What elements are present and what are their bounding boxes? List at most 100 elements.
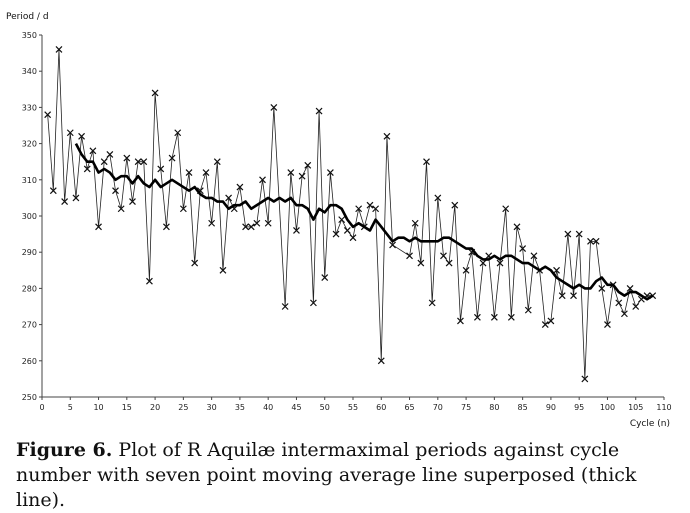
data-point-marker	[281, 303, 289, 310]
data-point-marker	[355, 205, 363, 213]
data-point-marker	[428, 299, 436, 307]
data-point-marker	[66, 129, 74, 137]
data-point-marker	[581, 375, 589, 383]
y-tick-labels: 250 260 270 280 290 300 310 320 330 340 350	[22, 31, 42, 402]
y-tick-label: 330	[22, 103, 37, 112]
figure-caption: Figure 6. Plot of R Aquilæ intermaximal …	[16, 438, 686, 513]
data-point-marker	[604, 321, 611, 329]
x-tick-label: 85	[518, 403, 528, 412]
data-point-marker	[213, 158, 221, 166]
data-point-marker	[95, 223, 102, 231]
x-tick-label: 0	[39, 403, 44, 412]
data-point-marker	[106, 151, 114, 158]
data-point-marker	[564, 230, 572, 238]
data-point-marker	[457, 317, 464, 325]
data-point-marker	[89, 147, 97, 155]
data-point-marker	[575, 230, 583, 238]
data-point-marker	[626, 284, 634, 292]
data-point-marker	[259, 176, 266, 184]
x-tick-label: 100	[600, 403, 615, 412]
x-tick-label: 75	[461, 403, 471, 412]
x-tick-label: 25	[178, 403, 188, 412]
data-point-marker	[541, 321, 549, 329]
data-point-marker	[632, 303, 640, 310]
x-tick-label: 20	[150, 403, 160, 412]
data-point-marker	[242, 223, 249, 231]
data-point-marker	[530, 252, 538, 260]
data-point-marker	[202, 169, 210, 176]
data-point-marker	[383, 132, 391, 140]
x-tick-label: 40	[263, 403, 273, 412]
figure-label: Figure 6.	[16, 439, 113, 461]
data-point-marker	[315, 107, 323, 115]
chart-plot: 250 260 270 280 290 300 310 320 330 340 350 0 5 10 15…	[6, 12, 672, 429]
data-point-marker	[338, 216, 346, 224]
y-tick-label: 340	[22, 67, 37, 76]
data-point-marker	[343, 227, 351, 234]
data-point-marker	[440, 252, 447, 260]
x-tick-label: 90	[546, 403, 556, 412]
y-axis-title: Period / d	[6, 12, 49, 22]
data-point-marker	[100, 158, 108, 166]
data-point-marker	[225, 194, 233, 202]
y-tick-label: 270	[22, 321, 37, 330]
x-tick-label: 45	[291, 403, 301, 412]
data-point-marker	[151, 89, 159, 97]
data-point-marker	[558, 292, 566, 300]
x-tick-label: 5	[68, 403, 73, 412]
data-point-marker	[349, 234, 357, 242]
data-point-marker	[168, 154, 176, 162]
data-point-marker	[547, 317, 555, 325]
data-point-marker	[179, 205, 187, 213]
data-point-marker	[479, 259, 487, 267]
data-point-marker	[304, 161, 312, 169]
x-tick-label: 80	[489, 403, 499, 412]
data-point-marker	[553, 266, 560, 274]
data-point-marker	[332, 230, 340, 238]
data-point-marker	[615, 299, 623, 307]
data-point-marker	[140, 158, 148, 166]
x-tick-label: 95	[574, 403, 584, 412]
data-point-marker	[157, 165, 165, 173]
x-tick-label: 60	[376, 403, 386, 412]
data-point-marker	[389, 241, 397, 249]
x-tick-label: 65	[404, 403, 414, 412]
data-point-marker	[146, 277, 153, 285]
data-point-marker	[507, 313, 515, 321]
data-point-marker	[587, 237, 594, 245]
x-tick-label: 105	[628, 403, 643, 412]
data-point-marker	[44, 111, 52, 119]
data-point-marker	[598, 284, 606, 292]
raw-period-series	[44, 46, 657, 383]
moving-average-line	[74, 142, 654, 301]
data-point-marker	[462, 266, 470, 274]
data-point-marker	[247, 223, 255, 231]
data-point-marker	[219, 266, 227, 274]
y-tick-label: 280	[22, 284, 37, 293]
data-point-marker	[309, 299, 317, 307]
data-point-marker	[123, 154, 131, 162]
x-tick-label: 70	[433, 403, 443, 412]
raw-period-line	[47, 49, 653, 379]
data-point-marker	[490, 313, 498, 321]
y-tick-label: 350	[22, 31, 37, 40]
data-point-marker	[321, 274, 329, 281]
data-point-marker	[496, 259, 504, 267]
data-point-marker	[423, 158, 430, 166]
data-point-marker	[592, 237, 600, 245]
data-point-marker	[61, 198, 69, 205]
x-tick-label: 35	[235, 403, 245, 412]
data-point-marker	[570, 292, 577, 300]
data-point-marker	[473, 313, 481, 321]
data-point-marker	[117, 205, 125, 213]
data-point-marker	[524, 306, 532, 314]
data-point-marker	[406, 252, 413, 260]
y-tick-label: 290	[22, 248, 37, 257]
x-tick-label: 50	[320, 403, 330, 412]
y-tick-label: 310	[22, 176, 37, 185]
data-point-marker	[253, 219, 261, 227]
x-tick-labels: 0 5 10 15 20 25 30 35 40 45 50 55 60 65 70 75 80 85 90 95 10…	[39, 397, 672, 412]
x-axis-title: Cycle (n)	[630, 419, 670, 429]
x-tick-label: 15	[122, 403, 132, 412]
data-point-marker	[162, 223, 170, 231]
